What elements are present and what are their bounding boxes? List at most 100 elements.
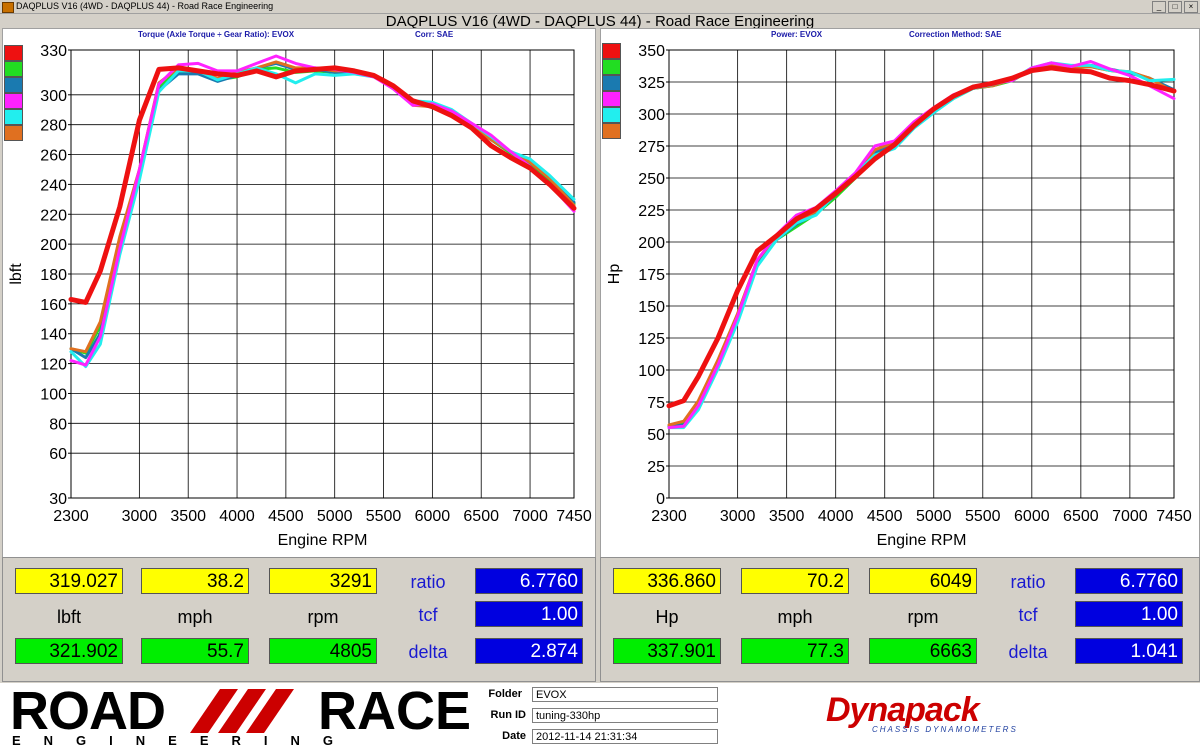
power-ytick-label: 350 — [638, 43, 665, 60]
legend-swatch-red[interactable] — [4, 45, 23, 61]
torque-chart-correction: Corr: SAE — [415, 30, 454, 39]
ratio-label: ratio — [410, 572, 446, 592]
cursor2-rpm-value: 4805 — [269, 638, 377, 664]
torque-chart[interactable]: 2300 3000 3500 4000 4500 5000 5500 6000 6500 7000… — [3, 29, 595, 557]
ratio-label: ratio — [1010, 572, 1046, 592]
torque-ytick-label: 180 — [40, 267, 67, 284]
tcf-label: tcf — [418, 605, 438, 625]
torque-xlabel: Engine RPM — [278, 532, 368, 549]
torque-series — [68, 54, 577, 369]
legend-swatch-orange[interactable] — [4, 125, 23, 141]
logo-engineering-text: ENGINEERING — [12, 733, 357, 748]
delta-label: delta — [1008, 642, 1048, 662]
app-icon — [2, 2, 14, 13]
logo-stripes-icon — [190, 689, 294, 733]
cursor1-power-value: 336.860 — [613, 568, 721, 594]
power-xtick-label: 4500 — [867, 508, 903, 525]
torque-ytick-label: 200 — [40, 237, 67, 254]
torque-ytick-label: 120 — [40, 357, 67, 374]
torque-xtick-label: 3500 — [170, 508, 206, 525]
torque-readouts: 319.027 38.2 3291 ratio 6.7760 lbft mph … — [2, 557, 596, 682]
rpm-unit-label: rpm — [907, 607, 939, 627]
ratio-value: 6.7760 — [475, 568, 583, 594]
torque-series-cyan — [69, 66, 576, 369]
cursor2-power-value: 337.901 — [613, 638, 721, 664]
tcf-value: 1.00 — [475, 601, 583, 627]
legend-swatch-green[interactable] — [602, 59, 621, 75]
dynapack-subtitle: CHASSIS DYNAMOMETERS — [872, 725, 1018, 734]
torque-xtick-label: 7450 — [556, 508, 592, 525]
torque-ytick-label: 220 — [40, 207, 67, 224]
power-xtick-label: 2300 — [651, 508, 687, 525]
legend-swatch-green[interactable] — [4, 61, 23, 77]
runid-field[interactable]: tuning-330hp — [532, 708, 718, 723]
legend-swatch-cyan[interactable] — [602, 107, 621, 123]
torque-unit-label: lbft — [56, 607, 81, 627]
torque-ytick-label: 330 — [40, 43, 67, 60]
legend-swatch-orange[interactable] — [602, 123, 621, 139]
torque-ytick-label: 300 — [40, 88, 67, 105]
legend-swatch-blue[interactable] — [602, 75, 621, 91]
tcf-label: tcf — [1018, 605, 1038, 625]
power-unit-label: Hp — [655, 607, 679, 627]
torque-ytick-label: 160 — [40, 297, 67, 314]
cursor1-torque-value: 319.027 — [15, 568, 123, 594]
folder-field[interactable]: EVOX — [532, 687, 718, 702]
legend-swatch-magenta[interactable] — [602, 91, 621, 107]
date-field[interactable]: 2012-11-14 21:31:34 — [532, 729, 718, 744]
legend-swatch-blue[interactable] — [4, 77, 23, 93]
torque-ytick-label: 260 — [40, 148, 67, 165]
torque-series-red — [68, 65, 577, 305]
mph-unit-label: mph — [777, 607, 813, 627]
cursor1-mph-value: 38.2 — [141, 568, 249, 594]
torque-xtick-label: 6000 — [415, 508, 451, 525]
torque-chart-panel: Torque (Axle Torque ÷ Gear Ratio): EVOX … — [2, 28, 596, 558]
power-xtick-label: 3000 — [720, 508, 756, 525]
torque-ytick-label: 30 — [49, 491, 67, 508]
close-icon[interactable]: × — [1184, 1, 1198, 13]
logo-road-text: ROAD — [10, 681, 166, 741]
power-xtick-label: 6000 — [1014, 508, 1050, 525]
power-ytick-label: 150 — [638, 299, 665, 316]
torque-xtick-label: 5500 — [366, 508, 402, 525]
power-ytick-label: 325 — [638, 75, 665, 92]
power-readouts: 336.860 70.2 6049 ratio 6.7760 Hp mph rp… — [600, 557, 1200, 682]
tcf-value: 1.00 — [1075, 601, 1183, 627]
cursor2-mph-value: 77.3 — [741, 638, 849, 664]
torque-tick-labels: 2300 3000 3500 4000 4500 5000 5500 6000 6500 7000… — [40, 43, 592, 525]
power-ylabel: Hp — [606, 264, 623, 285]
legend-swatch-magenta[interactable] — [4, 93, 23, 109]
power-series — [666, 60, 1177, 430]
torque-series-green — [69, 66, 576, 355]
legend-swatch-cyan[interactable] — [4, 109, 23, 125]
title-bar: DAQPLUS V16 (4WD - DAQPLUS 44) - Road Ra… — [0, 0, 1200, 14]
power-xtick-label: 3500 — [769, 508, 805, 525]
power-ytick-label: 175 — [638, 267, 665, 284]
torque-grid — [70, 49, 575, 499]
power-xtick-label: 7450 — [1156, 508, 1192, 525]
cursor1-rpm-value: 3291 — [269, 568, 377, 594]
torque-ytick-label: 100 — [40, 386, 67, 403]
power-chart-panel: Power: EVOX Correction Method: SAE 2300 3… — [600, 28, 1200, 558]
window-controls: _ □ × — [1152, 1, 1198, 13]
torque-xtick-label: 7000 — [512, 508, 548, 525]
power-chart[interactable]: 2300 3000 3500 4000 4500 5000 5500 6000 6500 7000… — [601, 29, 1199, 557]
maximize-icon[interactable]: □ — [1168, 1, 1182, 13]
delta-value: 2.874 — [475, 638, 583, 664]
main-title: DAQPLUS V16 (4WD - DAQPLUS 44) - Road Ra… — [385, 13, 815, 30]
delta-value: 1.041 — [1075, 638, 1183, 664]
ratio-value: 6.7760 — [1075, 568, 1183, 594]
cursor1-mph-value: 70.2 — [741, 568, 849, 594]
torque-xtick-label: 2300 — [53, 508, 89, 525]
app-title: DAQPLUS V16 (4WD - DAQPLUS 44) - Road Ra… — [16, 1, 274, 11]
torque-xtick-label: 5000 — [317, 508, 353, 525]
torque-ytick-label: 60 — [49, 446, 67, 463]
delta-label: delta — [408, 642, 448, 662]
cursor2-mph-value: 55.7 — [141, 638, 249, 664]
minimize-icon[interactable]: _ — [1152, 1, 1166, 13]
power-ytick-label: 275 — [638, 139, 665, 156]
torque-ytick-label: 140 — [40, 327, 67, 344]
torque-chart-title: Torque (Axle Torque ÷ Gear Ratio): EVOX — [138, 30, 295, 39]
dynapack-logo: Dynapack — [826, 691, 980, 729]
legend-swatch-red[interactable] — [602, 43, 621, 59]
